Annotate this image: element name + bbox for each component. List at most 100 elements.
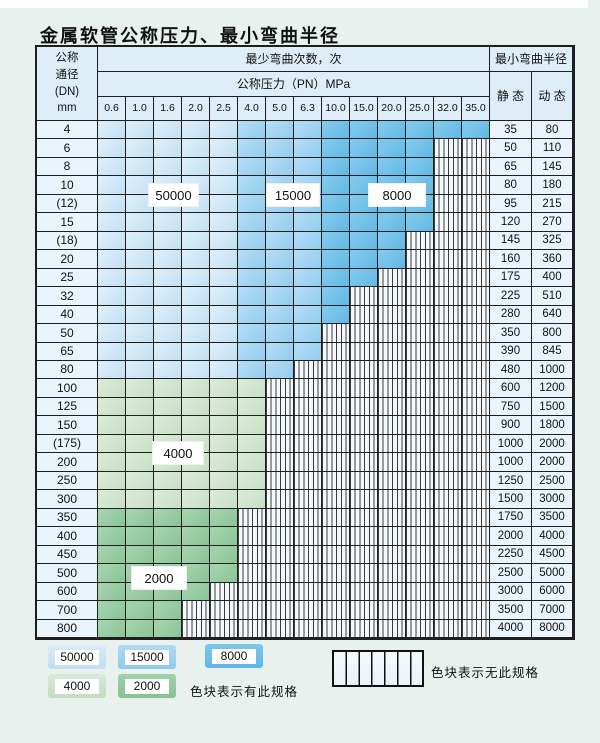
spec-cell-none [462,157,490,177]
spec-cell-available [210,545,238,565]
dynamic-radius-cell: 3000 [532,490,573,509]
spec-cell-available [126,434,154,454]
spec-cell-none [434,213,462,232]
spec-cell-none [294,453,322,472]
dn-cell: 700 [37,601,98,620]
spec-cell-available [266,157,294,177]
spec-cell-none [434,342,462,362]
dn-cell: 300 [37,490,98,509]
spec-cell-available [378,250,406,269]
spec-cell-available [238,361,266,380]
spec-cell-none [406,231,434,251]
spec-cell-none [266,397,294,417]
spec-cell-none [462,397,490,417]
pressure-tick: 6.3 [294,97,322,121]
spec-cell-available [98,582,126,602]
spec-cell-available [98,490,126,509]
spec-cell-available [350,213,378,232]
spec-cell-available [154,287,182,306]
spec-cell-available [294,324,322,343]
spec-cell-none [462,416,490,435]
dn-cell: 800 [37,619,98,638]
spec-cell-none [322,453,350,472]
spec-cell-none [434,601,462,620]
spec-cell-available [98,527,126,546]
static-radius-cell: 3000 [490,582,532,602]
spec-cell-available [126,157,154,177]
spec-cell-none [406,397,434,417]
spec-cell-none [350,508,378,528]
spec-cell-none [406,250,434,269]
spec-cell-available [126,287,154,306]
spec-cell-available [322,250,350,269]
spec-cell-available [378,121,406,140]
dynamic-radius-cell: 845 [532,342,573,362]
dynamic-radius-cell: 145 [532,157,573,177]
spec-cell-available [378,139,406,158]
spec-cell-available [182,545,210,565]
pressure-tick: 4.0 [238,97,266,121]
spec-cell-none [378,361,406,380]
spec-cell-available [266,342,294,362]
dynamic-radius-cell: 640 [532,305,573,325]
spec-cell-available [98,471,126,491]
spec-cell-none [434,287,462,306]
spec-cell-none [462,287,490,306]
spec-cell-available [126,619,154,638]
spec-cell-none [350,324,378,343]
spec-cell-available [126,231,154,251]
dynamic-radius-cell: 4000 [532,527,573,546]
spec-cell-none [406,582,434,602]
static-radius-cell: 750 [490,397,532,417]
spec-cell-available [294,250,322,269]
spec-cell-none [434,471,462,491]
spec-cell-none [434,361,462,380]
spec-cell-available [154,471,182,491]
spec-cell-available [210,121,238,140]
spec-cell-available [406,157,434,177]
dn-cell: 8 [37,157,98,177]
spec-cell-available [238,471,266,491]
spec-cell-none [462,490,490,509]
spec-cell-available [182,268,210,288]
spec-cell-none [294,564,322,583]
dn-cell: 125 [37,397,98,417]
spec-cell-none [434,157,462,177]
spec-cell-available [98,619,126,638]
scan-margin [0,0,588,8]
spec-cell-none [266,619,294,638]
spec-cell-available [154,324,182,343]
spec-cell-none [378,508,406,528]
spec-cell-none [462,305,490,325]
static-radius-cell: 1250 [490,471,532,491]
spec-cell-none [350,582,378,602]
spec-cell-available [238,434,266,454]
dn-cell: 200 [37,453,98,472]
spec-cell-none [266,379,294,398]
spec-cell-available [154,416,182,435]
spec-cell-none [294,601,322,620]
static-radius-cell: 50 [490,139,532,158]
spec-cell-none [434,231,462,251]
spec-cell-none [406,305,434,325]
dynamic-radius-cell: 800 [532,324,573,343]
spec-cell-available [154,213,182,232]
pressure-tick: 2.5 [210,97,238,121]
dynamic-radius-cell: 1200 [532,379,573,398]
spec-cell-available [406,139,434,158]
dynamic-radius-cell: 2000 [532,434,573,454]
dn-cell: 6 [37,139,98,158]
spec-cell-available [126,361,154,380]
spec-cell-available [182,361,210,380]
spec-cell-none [266,434,294,454]
spec-cell-available [238,213,266,232]
static-radius-cell: 3500 [490,601,532,620]
spec-cell-available [126,379,154,398]
spec-cell-none [266,490,294,509]
spec-cell-available [210,287,238,306]
spec-cell-none [322,619,350,638]
spec-cell-available [154,342,182,362]
spec-cell-available [126,397,154,417]
cycles-label-50000: 50000 [148,183,199,207]
spec-cell-none [294,361,322,380]
